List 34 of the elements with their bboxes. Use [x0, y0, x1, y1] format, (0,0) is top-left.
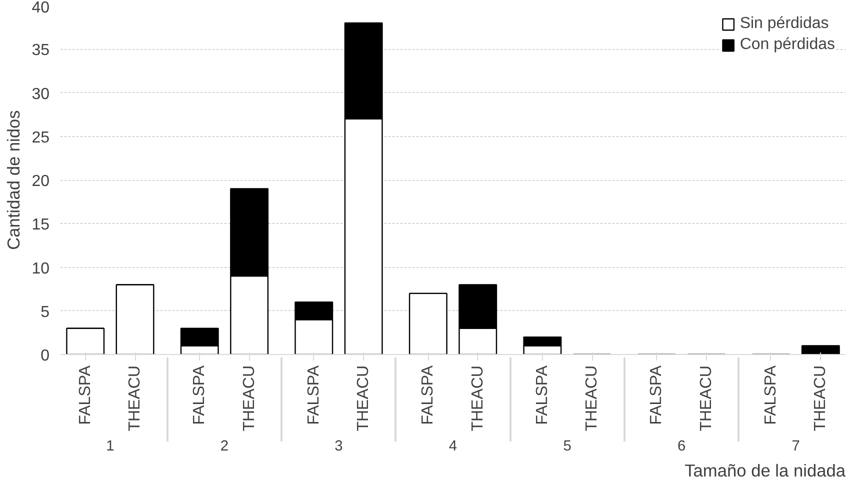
x-tick-label: THEACU	[240, 366, 258, 432]
x-tick-label: FALSPA	[648, 365, 666, 425]
text: 3	[334, 438, 343, 454]
x-tick-label: FALSPA	[420, 365, 437, 425]
y-tick-label: 30	[32, 86, 50, 103]
text: 7	[792, 438, 800, 454]
x-tick-label: FALSPA	[305, 365, 322, 425]
x-tick-label: THEACU	[126, 366, 144, 432]
y-tick-label: 15	[32, 216, 50, 234]
x-tick-label: FALSPA	[76, 365, 94, 425]
y-tick-label: 25	[32, 129, 50, 146]
text: 5	[563, 438, 572, 454]
x-tick-label: THEACU	[469, 366, 486, 432]
y-tick-label: 40	[32, 0, 50, 16]
y-tick-label: 0	[40, 348, 50, 364]
y-tick-label: 20	[32, 173, 50, 190]
x-tick-label: THEACU	[812, 366, 830, 432]
legend-label: Con pérdidas	[740, 36, 835, 54]
x-axis-title: Tamaño de la nidada	[684, 460, 846, 480]
x-tick-label: THEACU	[584, 366, 601, 432]
legend-label: Sin pérdidas	[740, 15, 829, 33]
text: 2	[220, 438, 229, 454]
x-tick-label: THEACU	[698, 366, 715, 432]
text: 4	[448, 438, 458, 454]
x-tick-label: FALSPA	[534, 365, 551, 425]
y-tick-label: 35	[32, 42, 50, 60]
y-tick-label: 5	[40, 304, 50, 321]
text: 1	[106, 438, 114, 454]
y-axis-title: Cantidad de nidos	[4, 110, 24, 250]
text: 6	[677, 438, 686, 454]
x-tick-label: FALSPA	[191, 365, 208, 425]
x-tick-label: THEACU	[355, 366, 372, 432]
x-tick-label: FALSPA	[762, 365, 780, 425]
y-tick-label: 10	[32, 260, 50, 278]
